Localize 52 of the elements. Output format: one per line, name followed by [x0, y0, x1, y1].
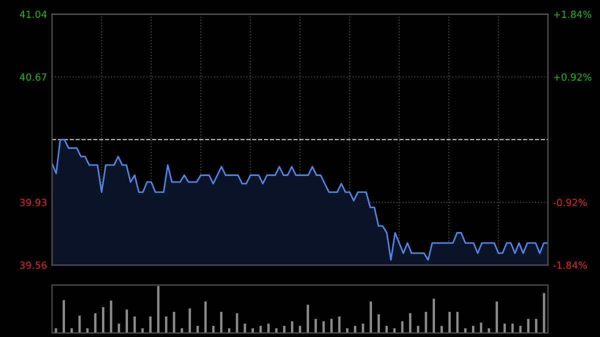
bar [496, 302, 498, 333]
bar [126, 310, 128, 333]
bar [290, 321, 294, 333]
bar [188, 308, 191, 333]
bar [440, 326, 443, 333]
bar [338, 316, 341, 333]
bar [134, 316, 136, 333]
bar [504, 324, 506, 333]
bar [196, 326, 199, 333]
bar [244, 324, 246, 333]
bar [322, 321, 325, 333]
bar [385, 326, 388, 333]
bar [275, 328, 278, 333]
bar [252, 328, 254, 333]
bar [212, 326, 215, 333]
bar [346, 328, 348, 333]
bar [314, 318, 317, 333]
bar [70, 328, 73, 333]
bar [416, 326, 420, 333]
bar [157, 286, 160, 333]
bar [78, 316, 81, 333]
bar [464, 328, 466, 333]
bar [102, 307, 104, 333]
bar [448, 312, 451, 333]
bar [378, 314, 380, 333]
y-tick-label: 40.67 [20, 73, 46, 81]
bar [62, 300, 66, 333]
y2-tick-label: +0.92% [554, 73, 592, 81]
bar [409, 313, 412, 333]
bar [164, 316, 168, 333]
y-tick-label: 39.56 [20, 261, 47, 269]
bar [220, 312, 222, 333]
bar [94, 313, 96, 333]
bar [432, 298, 436, 333]
bar [527, 318, 530, 333]
bar [259, 326, 262, 333]
bar [354, 326, 356, 333]
bar [180, 328, 184, 333]
y2-tick-label: -0.92% [553, 198, 587, 206]
bar [534, 318, 538, 333]
y-tick-label: 39.93 [20, 198, 46, 206]
bar [306, 304, 310, 333]
bar [283, 326, 286, 333]
y2-tick-label: -1.84% [553, 261, 587, 269]
bar [401, 321, 404, 333]
bar [149, 316, 152, 333]
y-tick-label: 41.04 [20, 10, 47, 18]
bar [228, 328, 230, 333]
y2-tick-label: +1.84% [554, 10, 592, 18]
bar [519, 326, 522, 333]
bar [472, 326, 474, 333]
bar [370, 302, 372, 333]
